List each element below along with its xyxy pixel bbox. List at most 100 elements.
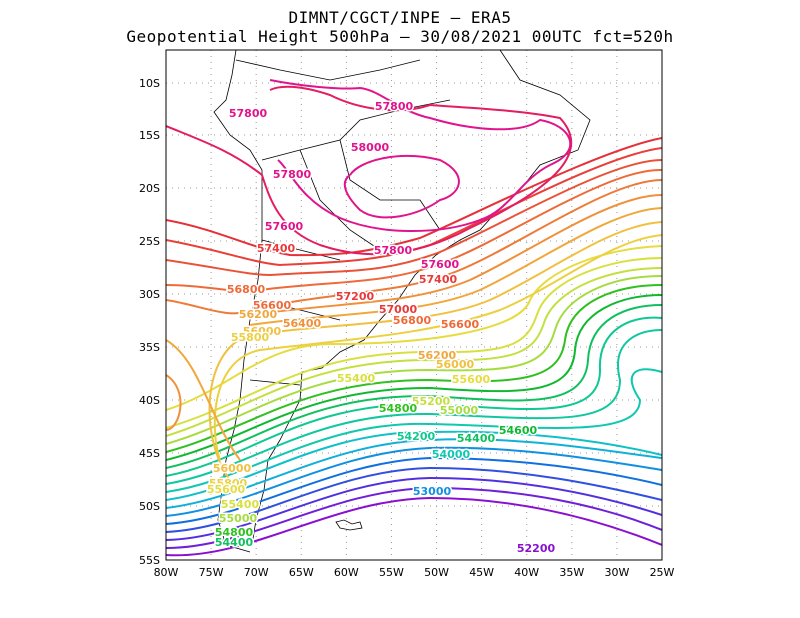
lat-tick-label: 30S: [139, 288, 160, 301]
contour-labels: 57800 57800 58000 57800 57600 57800 57600 57400…: [205, 99, 557, 557]
lon-tick-label: 60W: [334, 566, 359, 579]
contour-line-52400: [166, 486, 662, 549]
longitude-labels: 80W 75W 70W 65W 60W 55W 50W 45W 40W 35W 30W 25W: [154, 566, 675, 579]
lon-tick-label: 45W: [469, 566, 494, 579]
falklands-outline: [335, 519, 363, 531]
lat-tick-label: 15S: [139, 129, 160, 142]
contour-label: 56200: [239, 308, 278, 321]
contour-label: 55400: [221, 498, 260, 511]
contour-label: 55200: [412, 395, 451, 408]
contour-line-52800: [166, 466, 662, 533]
lat-tick-label: 40S: [139, 394, 160, 407]
geopotential-contours: [166, 79, 662, 557]
contour-label: 56200: [418, 349, 457, 362]
contour-label: 57800: [374, 244, 413, 257]
contour-line-54200: [166, 316, 662, 477]
south-america-east-coast: [251, 50, 591, 546]
south-america-west-coast: [213, 50, 263, 553]
lon-tick-label: 75W: [199, 566, 224, 579]
contour-label: 56600: [253, 299, 292, 312]
contour-label: 55000: [219, 512, 258, 525]
contour-label: 54000: [432, 448, 471, 461]
contour-line-55200: [166, 267, 662, 437]
contour-label: 58000: [351, 141, 390, 154]
contour-label: 56000: [213, 462, 252, 475]
lat-tick-label: 20S: [139, 182, 160, 195]
contour-line-56000: [208, 221, 662, 481]
contour-line-54600: [166, 294, 662, 461]
contour-line-56600: [166, 179, 662, 315]
contour-label: 54800: [215, 526, 254, 539]
contour-line-53800: [166, 368, 662, 493]
lon-tick-label: 50W: [424, 566, 449, 579]
contour-label: 57200: [336, 290, 375, 303]
contour-line-55800: [213, 234, 662, 461]
contour-line-52200: [166, 496, 662, 557]
contour-line-57400: [166, 137, 662, 257]
contour-label: 57400: [419, 273, 458, 286]
lon-tick-label: 25W: [650, 566, 675, 579]
contour-line-57200: [166, 147, 662, 267]
contour-label: 57000: [379, 303, 418, 316]
contour-line-52600: [166, 476, 662, 541]
contour-label: 55400: [337, 372, 376, 385]
contour-label: 56800: [393, 314, 432, 327]
lon-tick-label: 30W: [604, 566, 629, 579]
contour-label: 52200: [517, 542, 556, 555]
lon-tick-label: 40W: [514, 566, 539, 579]
chart-title-line2: Geopotential Height 500hPa – 30/08/2021 …: [126, 27, 674, 46]
lat-tick-label: 35S: [139, 341, 160, 354]
lon-tick-label: 35W: [559, 566, 584, 579]
contour-label: 55000: [440, 404, 479, 417]
plot-frame: [165, 49, 663, 561]
contour-label: 57800: [375, 100, 414, 113]
contour-line-53600: [166, 430, 662, 501]
contour-label: 56600: [441, 318, 480, 331]
contour-line-55400: [166, 257, 662, 429]
contour-line-56800: [166, 168, 662, 293]
lat-tick-label: 55S: [139, 554, 160, 567]
lon-tick-label: 80W: [154, 566, 179, 579]
lon-tick-label: 65W: [289, 566, 314, 579]
contour-label: 57800: [229, 107, 268, 120]
contour-line-55600: [166, 245, 662, 411]
contour-label: 56800: [227, 283, 266, 296]
contour-label: 57400: [257, 242, 296, 255]
lon-tick-label: 70W: [244, 566, 269, 579]
contour-line-57800: [269, 79, 572, 232]
contour-line-54000: [166, 329, 662, 485]
contour-label: 55800: [231, 331, 270, 344]
contour-line-56400: [166, 194, 662, 431]
contour-label: 56000: [436, 358, 475, 371]
contour-label: 57600: [421, 258, 460, 271]
lat-tick-label: 10S: [139, 77, 160, 90]
lon-tick-label: 55W: [379, 566, 404, 579]
contour-label: 57800: [273, 168, 312, 181]
contour-line-54400: [166, 304, 662, 469]
contour-line-56200: [166, 207, 662, 461]
contour-label: 54800: [379, 402, 418, 415]
contour-line-57600: [166, 85, 573, 256]
lat-tick-label: 45S: [139, 447, 160, 460]
contour-line-53000: [166, 456, 662, 525]
amazon-border: [235, 59, 421, 81]
contour-line-54800: [166, 284, 662, 453]
contour-label: 55800: [209, 477, 248, 490]
contour-label: 57600: [265, 220, 304, 233]
contour-label: 53000: [413, 485, 452, 498]
lat-tick-label: 50S: [139, 500, 160, 513]
contour-line-55000: [166, 275, 662, 445]
lat-tick-label: 25S: [139, 235, 160, 248]
contour-line-53400: [166, 438, 662, 509]
contour-line-58000: [343, 154, 460, 219]
contour-label: 55600: [452, 373, 491, 386]
contour-label: 56400: [283, 317, 322, 330]
contour-line-53200: [166, 446, 662, 517]
contour-label: 54200: [397, 430, 436, 443]
contour-line-57000: [166, 159, 662, 277]
contour-label: 54600: [499, 424, 538, 437]
contour-label: 54400: [457, 432, 496, 445]
latitude-labels: 10S 15S 20S 25S 30S 35S 40S 45S 50S 55S: [139, 77, 160, 567]
contour-label: 56000: [243, 325, 282, 338]
